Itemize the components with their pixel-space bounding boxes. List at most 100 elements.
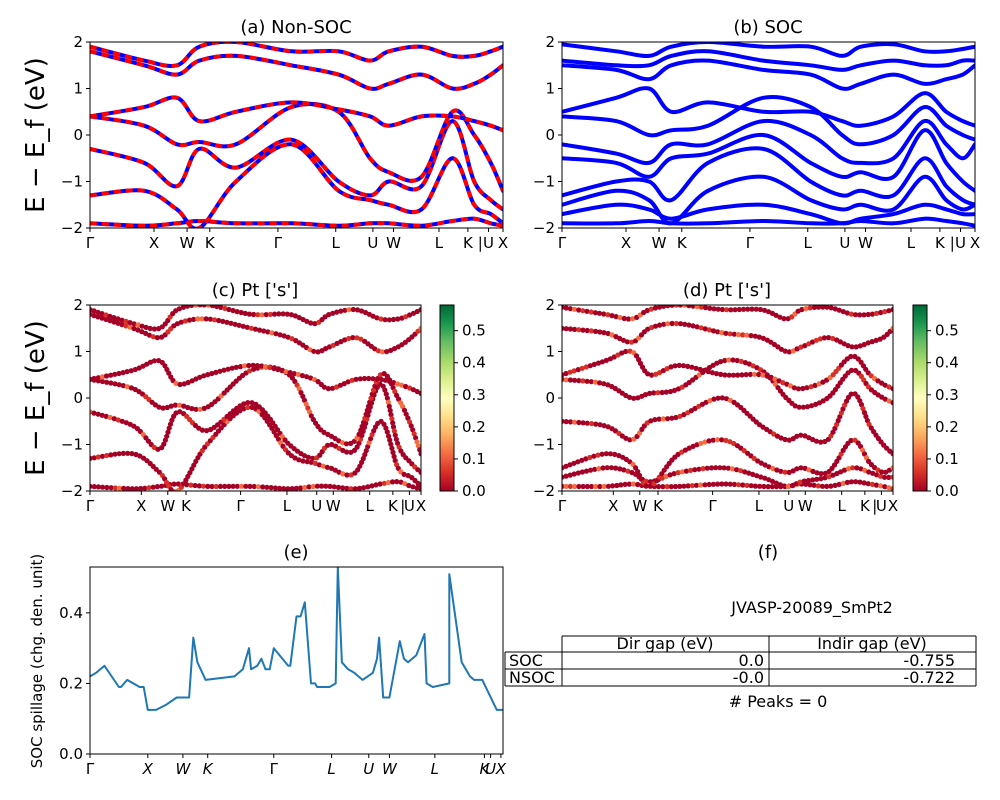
projection-point	[119, 317, 125, 323]
x-tick-label: W	[858, 234, 873, 252]
projection-point	[255, 484, 261, 490]
x-tick-label: X	[621, 234, 631, 252]
projection-point	[657, 322, 663, 328]
projection-point	[361, 375, 368, 382]
projection-point	[702, 439, 708, 445]
projection-point	[240, 323, 246, 329]
projection-point	[865, 481, 871, 487]
band-line	[90, 142, 503, 228]
projection-point	[410, 484, 416, 490]
projection-point	[848, 311, 855, 317]
projection-point	[116, 370, 122, 377]
projection-point	[200, 483, 207, 489]
projection-point	[678, 321, 684, 327]
projection-point	[593, 483, 599, 490]
panel-f-title: (f)	[758, 542, 778, 563]
projection-point	[694, 305, 700, 310]
projection-point	[99, 315, 105, 321]
projection-point	[104, 484, 110, 491]
projection-point	[572, 326, 578, 332]
projection-point	[805, 477, 812, 484]
projection-point	[596, 466, 602, 472]
projection-point	[642, 392, 649, 398]
projection-point	[740, 332, 746, 338]
projection-point	[346, 335, 352, 342]
projection-point	[799, 306, 805, 313]
projection-point	[679, 469, 685, 475]
projection-point	[205, 372, 211, 378]
band-line	[562, 118, 975, 166]
projection-point	[601, 423, 607, 429]
projection-point	[682, 305, 688, 308]
projection-point	[199, 427, 205, 433]
projection-point	[575, 459, 581, 465]
projection-point	[879, 469, 885, 475]
band-line	[562, 58, 975, 91]
projection-point	[368, 395, 374, 401]
table-row-nsoc-indir: -0.722	[903, 668, 955, 687]
projection-point	[587, 363, 593, 369]
projection-point	[276, 311, 282, 317]
projection-point	[572, 483, 578, 490]
colorbar-tick-label: 0.0	[462, 482, 486, 500]
projection-point	[197, 374, 203, 380]
x-tick-label: W	[160, 497, 175, 515]
projection-point	[723, 481, 729, 487]
projection-point	[665, 305, 671, 309]
projection-point	[873, 482, 880, 488]
projection-point	[249, 400, 255, 406]
projection-point	[842, 402, 848, 408]
projection-point	[314, 483, 320, 489]
projection-point	[742, 469, 748, 475]
projection-point	[364, 407, 370, 413]
projection-point	[837, 414, 843, 420]
projection-point	[151, 326, 157, 332]
x-tick-label: X	[149, 234, 159, 252]
projection-point	[124, 369, 130, 375]
projection-point	[758, 474, 764, 480]
projection-point	[392, 432, 398, 438]
projection-point	[608, 465, 615, 471]
colorbar-ticks: 0.0 0.1 0.2 0.3 0.4 0.5 0.0 0.1 0.2 0.3 0.4 0.5	[454, 322, 959, 500]
x-tick-label: W	[386, 234, 401, 252]
projection-point	[563, 419, 569, 425]
projection-point	[177, 402, 183, 408]
projection-point	[781, 483, 787, 489]
projection-point	[630, 316, 636, 322]
projection-point	[189, 305, 195, 308]
projection-point	[643, 483, 650, 489]
projection-point	[660, 484, 666, 490]
projection-point	[781, 316, 787, 322]
projection-point	[374, 376, 380, 382]
y-tick-label: 0.4	[59, 604, 83, 622]
projection-point	[241, 406, 247, 412]
projection-point	[762, 475, 768, 481]
projection-point	[710, 481, 717, 487]
projection-point	[617, 466, 623, 472]
projection-point	[696, 466, 702, 472]
colorbar-tick-label: 0.2	[462, 418, 486, 436]
projection-point	[340, 471, 346, 477]
projection-point	[852, 312, 859, 318]
projection-point	[260, 484, 266, 490]
x-tick-label: L	[366, 497, 375, 515]
projection-point	[403, 383, 409, 390]
projection-point	[723, 396, 730, 402]
projection-point	[668, 364, 674, 370]
projection-point	[567, 483, 574, 489]
projection-point	[854, 465, 860, 471]
panel-c-title: (c) Pt ['s']	[212, 280, 299, 301]
y-tick-label: 2	[545, 33, 555, 51]
projection-point	[125, 450, 131, 456]
table-header-dir: Dir gap (eV)	[617, 634, 714, 653]
projection-point	[580, 327, 586, 333]
projection-point	[613, 465, 619, 471]
projection-point	[727, 481, 733, 487]
projection-point	[195, 316, 201, 322]
projection-point	[407, 312, 413, 318]
projection-point	[858, 466, 864, 472]
projection-point	[407, 419, 413, 425]
projection-point	[792, 403, 798, 409]
projection-point	[173, 380, 179, 386]
y-tick-label: 2	[73, 33, 83, 51]
